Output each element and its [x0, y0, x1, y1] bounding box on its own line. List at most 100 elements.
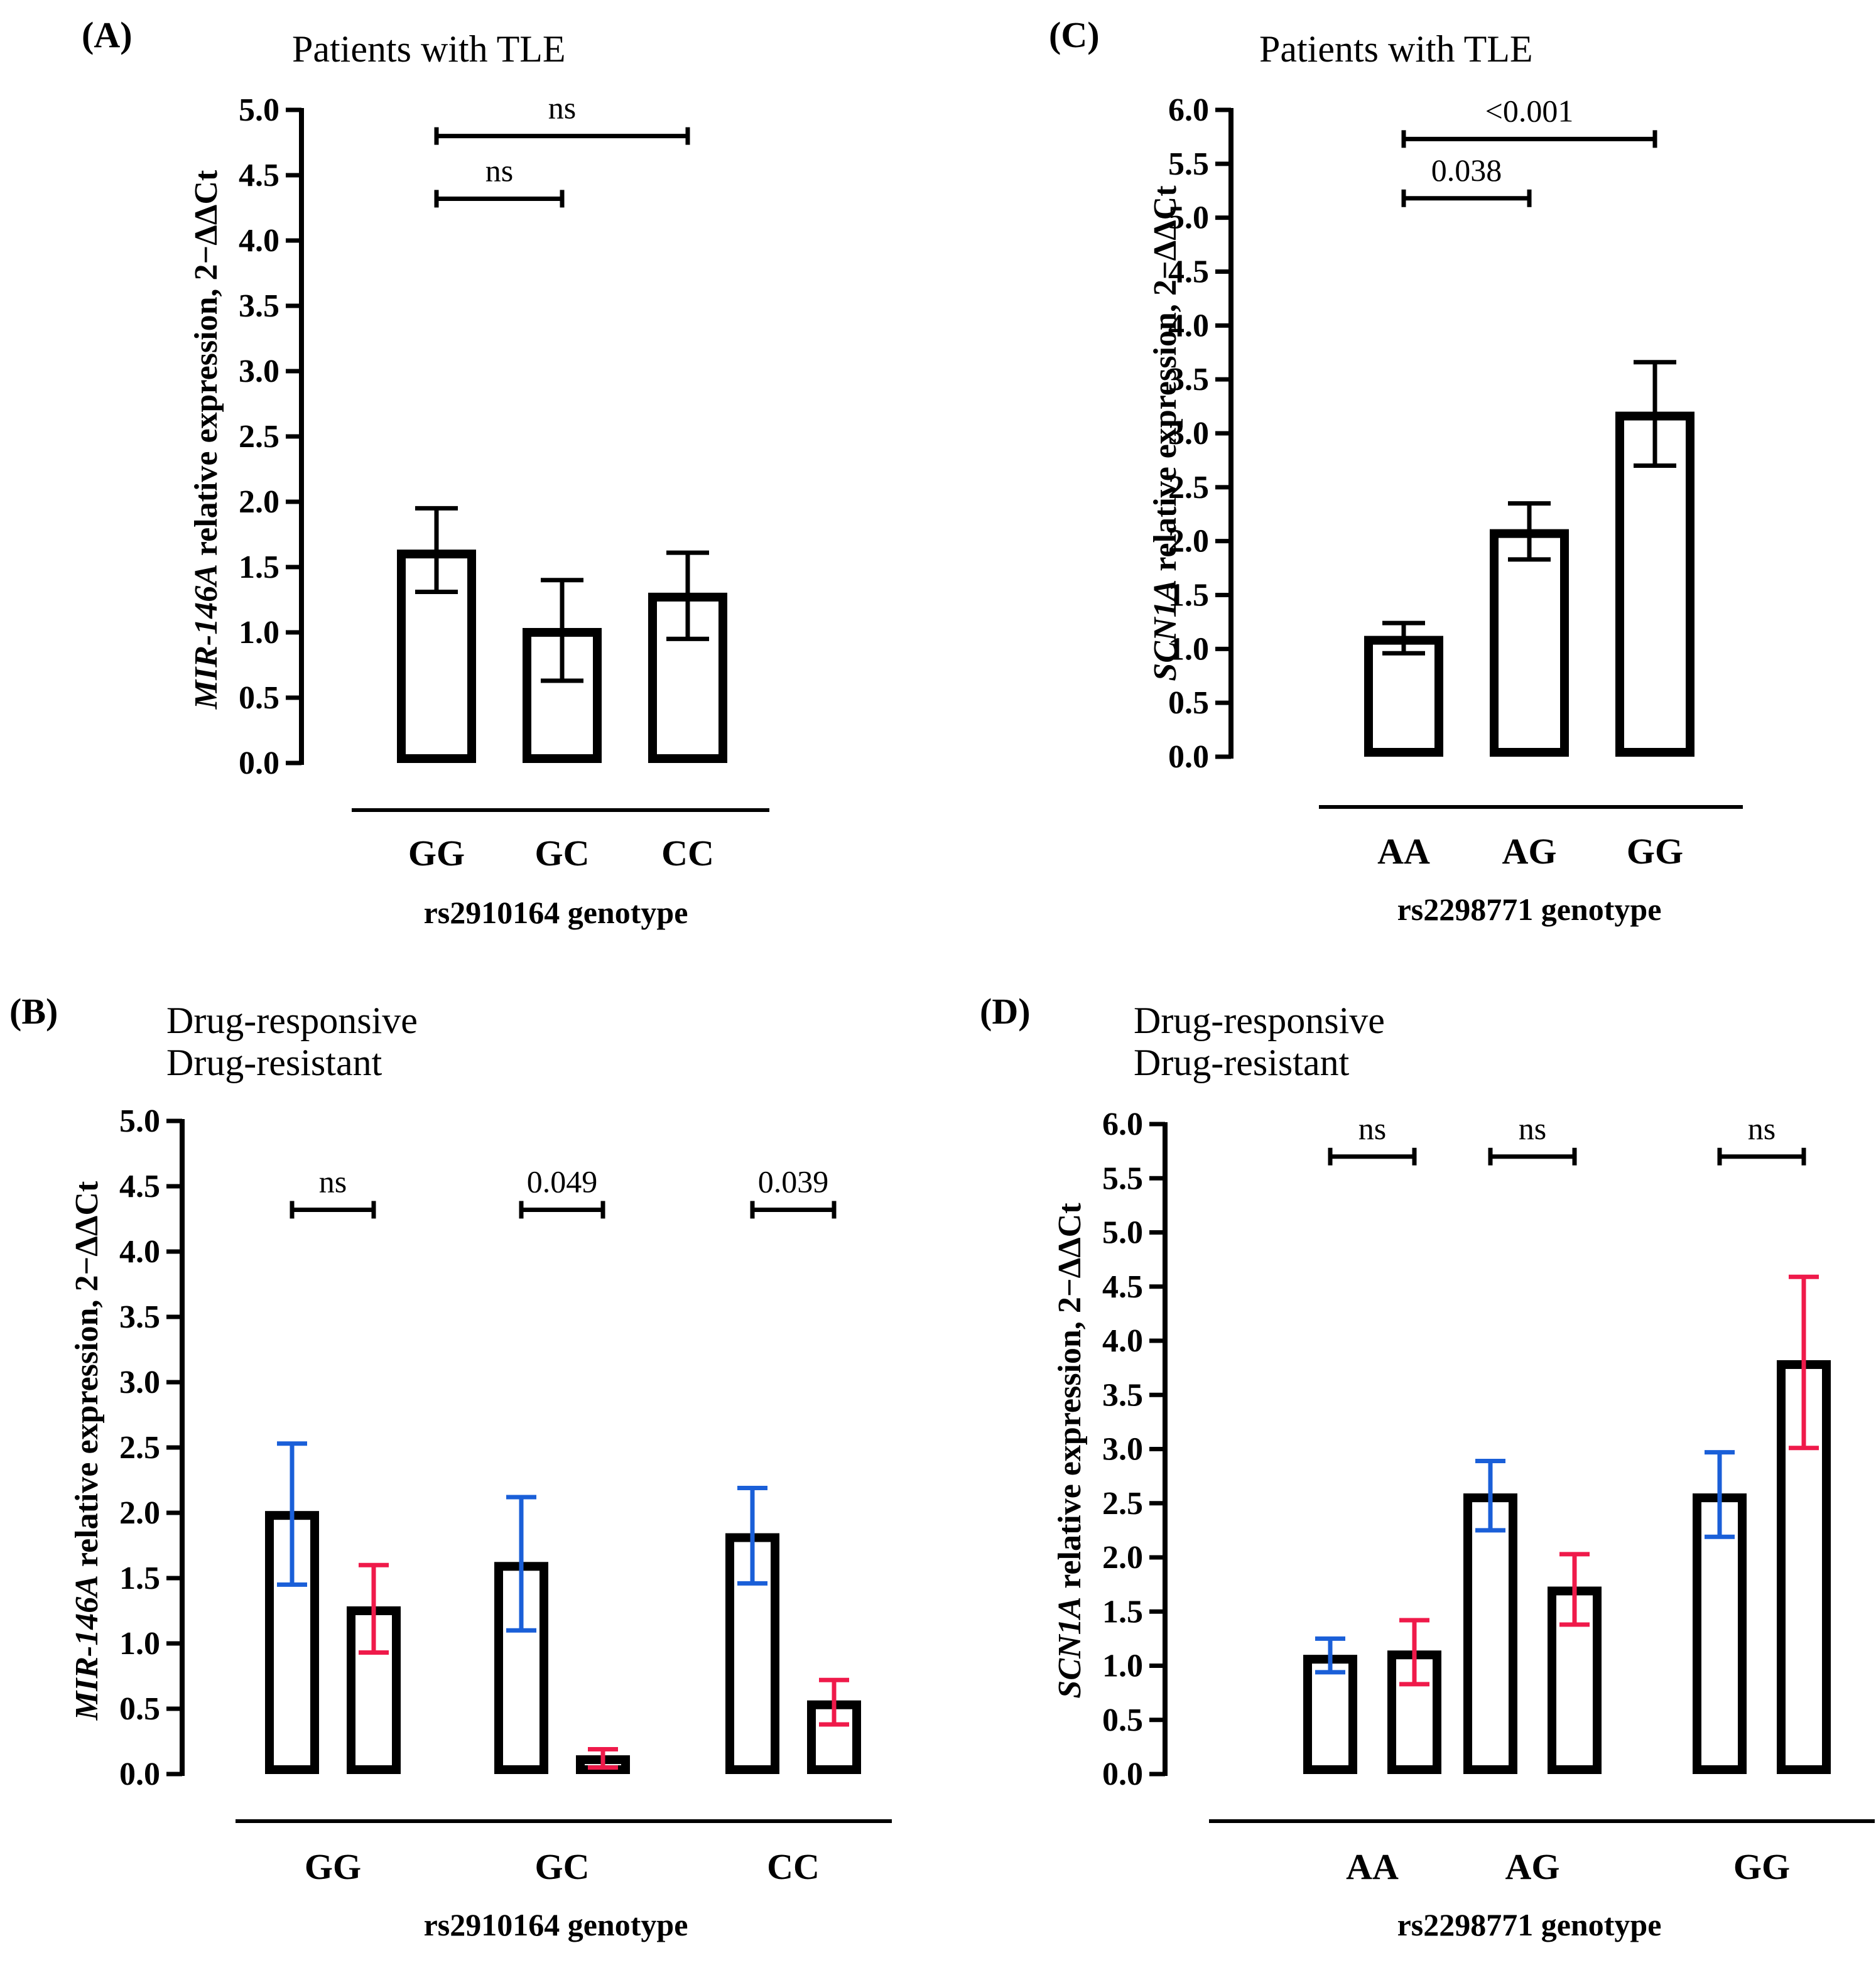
y-tick-label: 5.0: [119, 1103, 160, 1139]
y-tick-label: 3.5: [1168, 362, 1209, 398]
y-tick-label: 3.0: [1168, 416, 1209, 452]
y-tick-label: 0.0: [1168, 739, 1209, 775]
y-tick-label: 0.5: [239, 680, 279, 716]
y-tick-label: 4.0: [239, 223, 279, 259]
y-tick-label: 1.5: [239, 549, 279, 585]
y-tick-label: 0.0: [119, 1756, 160, 1792]
y-tick-label: 2.5: [239, 419, 279, 455]
y-axis-title-gene: MIR-146A: [188, 564, 224, 710]
y-axis-title-rest: relative expression, 2−ΔΔCt: [1052, 1203, 1088, 1597]
y-tick-label: 1.0: [239, 615, 279, 651]
y-tick-label: 1.0: [1168, 631, 1209, 667]
y-tick-label: 6.0: [1102, 1107, 1143, 1142]
sig-label: ns: [485, 153, 513, 188]
legend-entry: Drug-resistant: [166, 1042, 382, 1083]
y-tick-label: 2.5: [1168, 470, 1209, 506]
y-tick-label: 1.5: [1102, 1594, 1143, 1630]
y-tick-label: 6.0: [1168, 92, 1209, 128]
y-tick-label: 5.0: [1168, 200, 1209, 236]
y-axis-title-gene: SCN1A: [1052, 1597, 1088, 1699]
y-tick-label: 3.5: [239, 288, 279, 324]
y-tick-label: 4.0: [1102, 1323, 1143, 1359]
y-axis-title: MIR-146A relative expression, 2−ΔΔCt: [69, 1181, 105, 1721]
y-tick-label: 2.0: [1168, 524, 1209, 560]
y-tick-label: 0.0: [239, 745, 279, 781]
chart-panel-2: (C) Patients with TLE 0.0 0.5 1.0 1.5 2.0 2.5 3.…: [1049, 14, 1743, 927]
y-tick-label: 5.0: [239, 92, 279, 128]
legend-entry: Drug-responsive: [1134, 1000, 1385, 1041]
y-tick-label: 4.5: [239, 158, 279, 193]
y-tick-label: 4.5: [1168, 254, 1209, 290]
y-tick-label: 5.0: [1102, 1215, 1143, 1251]
x-category-label: GG: [1627, 831, 1683, 872]
x-axis-title: rs2298771 genotype: [1397, 892, 1662, 927]
y-tick-label: 0.5: [119, 1691, 160, 1727]
y-tick-label: 2.0: [119, 1495, 160, 1531]
x-category-label: GG: [1733, 1846, 1790, 1887]
y-tick-label: 4.5: [1102, 1269, 1143, 1305]
x-category-label: GC: [535, 833, 590, 874]
y-tick-label: 4.0: [1168, 308, 1209, 344]
bar: [1463, 1493, 1517, 1774]
panel-label: (C): [1049, 14, 1100, 55]
y-tick-label: 3.5: [119, 1299, 160, 1335]
chart-title: Patients with TLE: [1259, 28, 1533, 70]
y-tick-label: 3.0: [1102, 1432, 1143, 1468]
x-category-label: CC: [661, 833, 714, 874]
y-tick-label: 3.0: [119, 1365, 160, 1400]
sig-label: ns: [1358, 1111, 1386, 1146]
sig-label: <0.001: [1485, 93, 1574, 128]
x-category-label: AG: [1502, 831, 1557, 872]
y-tick-label: 0.5: [1102, 1702, 1143, 1738]
bar: [1490, 529, 1569, 757]
sig-label: 0.039: [758, 1164, 829, 1199]
y-axis-title-rest: relative expression, 2−ΔΔCt: [69, 1181, 105, 1575]
legend-entry: Drug-responsive: [166, 1000, 418, 1041]
y-tick-label: 4.0: [119, 1234, 160, 1270]
sig-label: 0.038: [1431, 153, 1502, 188]
y-tick-label: 1.5: [119, 1561, 160, 1596]
panel-label: (D): [980, 991, 1031, 1032]
chart-title: Patients with TLE: [292, 28, 566, 70]
y-tick-label: 2.5: [1102, 1486, 1143, 1522]
y-axis-title: SCN1A relative expression, 2−ΔΔCt: [1147, 185, 1183, 681]
y-tick-label: 0.0: [1102, 1756, 1143, 1792]
y-tick-label: 1.0: [1102, 1648, 1143, 1684]
x-category-label: AA: [1377, 831, 1430, 872]
sig-label: ns: [319, 1164, 347, 1199]
y-tick-label: 3.0: [239, 354, 279, 389]
x-category-label: CC: [767, 1846, 820, 1887]
y-axis-title: SCN1A relative expression, 2−ΔΔCt: [1052, 1203, 1088, 1699]
y-tick-label: 2.5: [119, 1430, 160, 1466]
panel-label: (A): [82, 14, 133, 55]
x-category-label: GG: [408, 833, 465, 874]
legend-entry: Drug-resistant: [1134, 1042, 1350, 1083]
y-tick-label: 5.5: [1102, 1161, 1143, 1196]
y-tick-label: 5.5: [1168, 146, 1209, 182]
y-tick-label: 2.0: [1102, 1540, 1143, 1576]
bar: [1303, 1655, 1357, 1774]
x-category-label: AG: [1505, 1846, 1560, 1887]
x-axis-title: rs2910164 genotype: [424, 1907, 688, 1942]
y-axis-title-rest: relative expression, 2−ΔΔCt: [188, 170, 224, 564]
chart-panel-0: (A) Patients with TLE 0.0 0.5 1.0 1.5 2.0 2.5 3.…: [82, 14, 769, 930]
y-tick-label: 0.5: [1168, 685, 1209, 721]
y-axis-title-gene: MIR-146A: [69, 1575, 105, 1721]
x-category-label: AA: [1346, 1846, 1399, 1887]
y-tick-label: 1.0: [119, 1626, 160, 1662]
bar: [1364, 636, 1443, 757]
sig-label: ns: [1519, 1111, 1546, 1146]
x-axis-title: rs2298771 genotype: [1397, 1907, 1662, 1942]
sig-label: 0.049: [527, 1164, 598, 1199]
y-tick-label: 2.0: [239, 484, 279, 520]
x-category-label: GG: [305, 1846, 361, 1887]
sig-label: ns: [1748, 1111, 1776, 1146]
y-tick-label: 4.5: [119, 1169, 160, 1204]
y-axis-title: MIR-146A relative expression, 2−ΔΔCt: [188, 170, 224, 710]
x-category-label: GC: [535, 1846, 590, 1887]
y-tick-label: 1.5: [1168, 578, 1209, 614]
y-axis-title-gene: SCN1A: [1147, 580, 1183, 681]
